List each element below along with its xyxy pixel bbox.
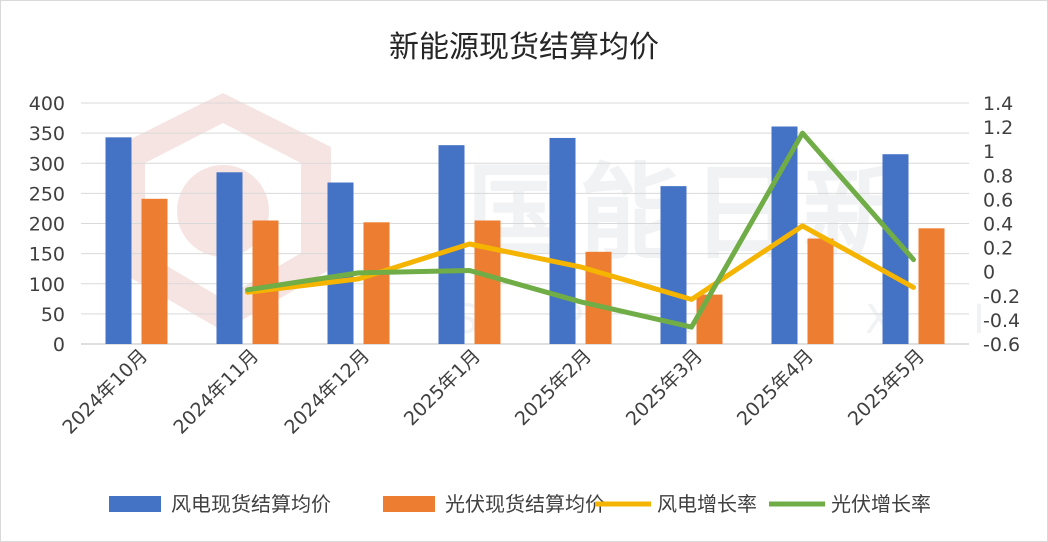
bar-wind [549,137,576,344]
left-tick-label: 400 [29,93,65,115]
bar-wind [216,172,243,344]
right-tick-label: 0.4 [983,214,1013,236]
bar-solar [807,238,834,344]
right-tick-label: 0.8 [983,165,1013,187]
right-tick-label: -0.2 [983,286,1020,308]
left-tick-label: 150 [29,244,65,266]
x-tick-label: 2025年4月 [733,345,818,430]
x-tick-label: 2025年2月 [511,345,596,430]
bar-solar [252,220,279,344]
legend: 风电现货结算均价 光伏现货结算均价 风电增长率 光伏增长率 [109,492,931,516]
x-tick-label: 2024年12月 [280,345,374,439]
bar-solar [918,228,945,344]
x-tick-label: 2024年11月 [169,345,263,439]
left-axis-ticks: 0 50 100 150 200 250 300 350 400 [29,93,65,356]
right-tick-label: 1 [983,141,995,163]
legend-swatch [109,496,161,512]
bar-wind [327,182,354,344]
bar-solar [696,294,723,344]
line-series [245,130,916,330]
bar-solar [585,251,612,344]
right-axis-ticks: -0.6-0.4-0.200.20.4 0.60.811.21.4 [983,93,1020,356]
line-wind-growth [245,223,916,302]
x-tick-label: 2025年1月 [400,345,485,430]
left-tick-label: 200 [29,214,65,236]
x-tick-label: 2025年5月 [844,345,929,430]
bar-wind [660,186,687,344]
bars [105,126,945,344]
x-tick-label: 2025年3月 [622,345,707,430]
legend-swatch [383,496,435,512]
right-tick-label: 0.2 [983,238,1013,260]
line-solar-growth [245,130,916,330]
legend-label: 光伏现货结算均价 [445,492,605,516]
bar-solar [141,198,168,344]
left-tick-label: 250 [29,183,65,205]
x-tick-label: 2024年10月 [58,345,152,439]
chart-title: 新能源现货结算均价 [389,30,659,65]
bar-solar [363,222,390,344]
right-tick-label: 1.4 [983,93,1013,115]
left-tick-label: 0 [53,334,65,356]
right-tick-label: 0 [983,262,995,284]
legend-label: 风电增长率 [657,492,757,516]
bar-solar [474,220,501,344]
right-tick-label: 1.2 [983,117,1013,139]
x-axis-ticks: 2024年10月 2024年11月 2024年12月 2025年1月 2025年2月 20… [58,345,929,439]
legend-label: 风电现货结算均价 [171,492,331,516]
left-tick-label: 300 [29,153,65,175]
legend-label: 光伏增长率 [831,492,931,516]
left-tick-label: 50 [41,304,65,326]
left-tick-label: 350 [29,123,65,145]
right-tick-label: 0.6 [983,189,1013,211]
watermark-subtext: S P R I X I N [453,297,1047,343]
right-tick-label: -0.4 [983,310,1020,332]
right-tick-label: -0.6 [983,334,1020,356]
bar-wind [105,137,132,344]
left-tick-label: 100 [29,274,65,296]
